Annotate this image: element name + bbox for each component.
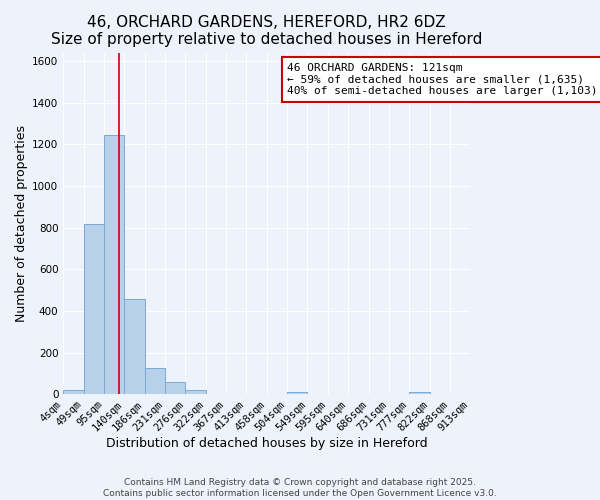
- Bar: [287, 392, 307, 394]
- X-axis label: Distribution of detached houses by size in Hereford: Distribution of detached houses by size …: [106, 437, 428, 450]
- Text: Contains HM Land Registry data © Crown copyright and database right 2025.
Contai: Contains HM Land Registry data © Crown c…: [103, 478, 497, 498]
- Bar: [124, 298, 145, 394]
- Bar: [409, 392, 430, 394]
- Y-axis label: Number of detached properties: Number of detached properties: [15, 125, 28, 322]
- Bar: [185, 390, 206, 394]
- Bar: [63, 390, 83, 394]
- Title: 46, ORCHARD GARDENS, HEREFORD, HR2 6DZ
Size of property relative to detached hou: 46, ORCHARD GARDENS, HEREFORD, HR2 6DZ S…: [51, 15, 482, 48]
- Bar: [83, 224, 104, 394]
- Bar: [104, 135, 124, 394]
- Bar: [145, 368, 165, 394]
- Bar: [165, 382, 185, 394]
- Text: 46 ORCHARD GARDENS: 121sqm
← 59% of detached houses are smaller (1,635)
40% of s: 46 ORCHARD GARDENS: 121sqm ← 59% of deta…: [287, 63, 600, 96]
